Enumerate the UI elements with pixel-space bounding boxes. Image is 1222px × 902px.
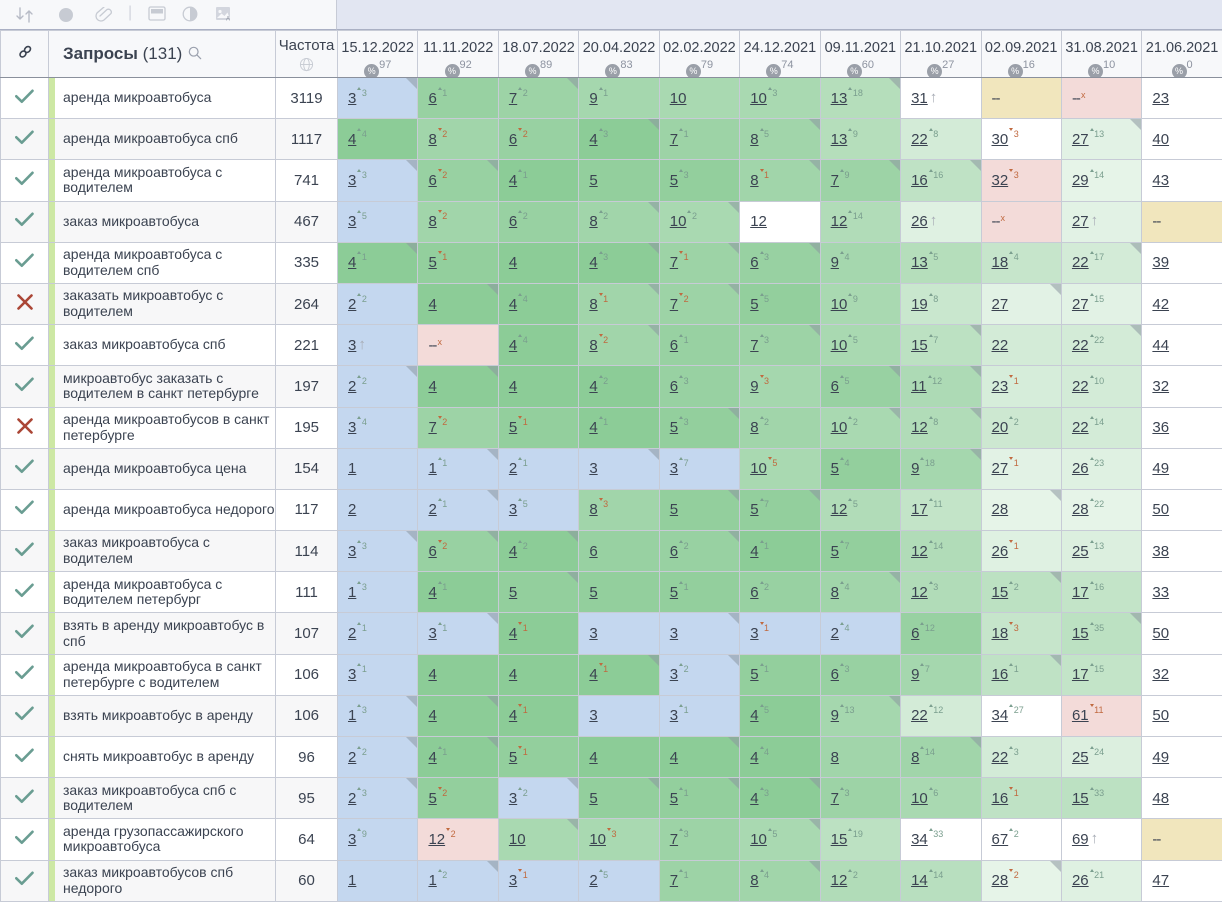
- svg-text:A: A: [226, 17, 230, 23]
